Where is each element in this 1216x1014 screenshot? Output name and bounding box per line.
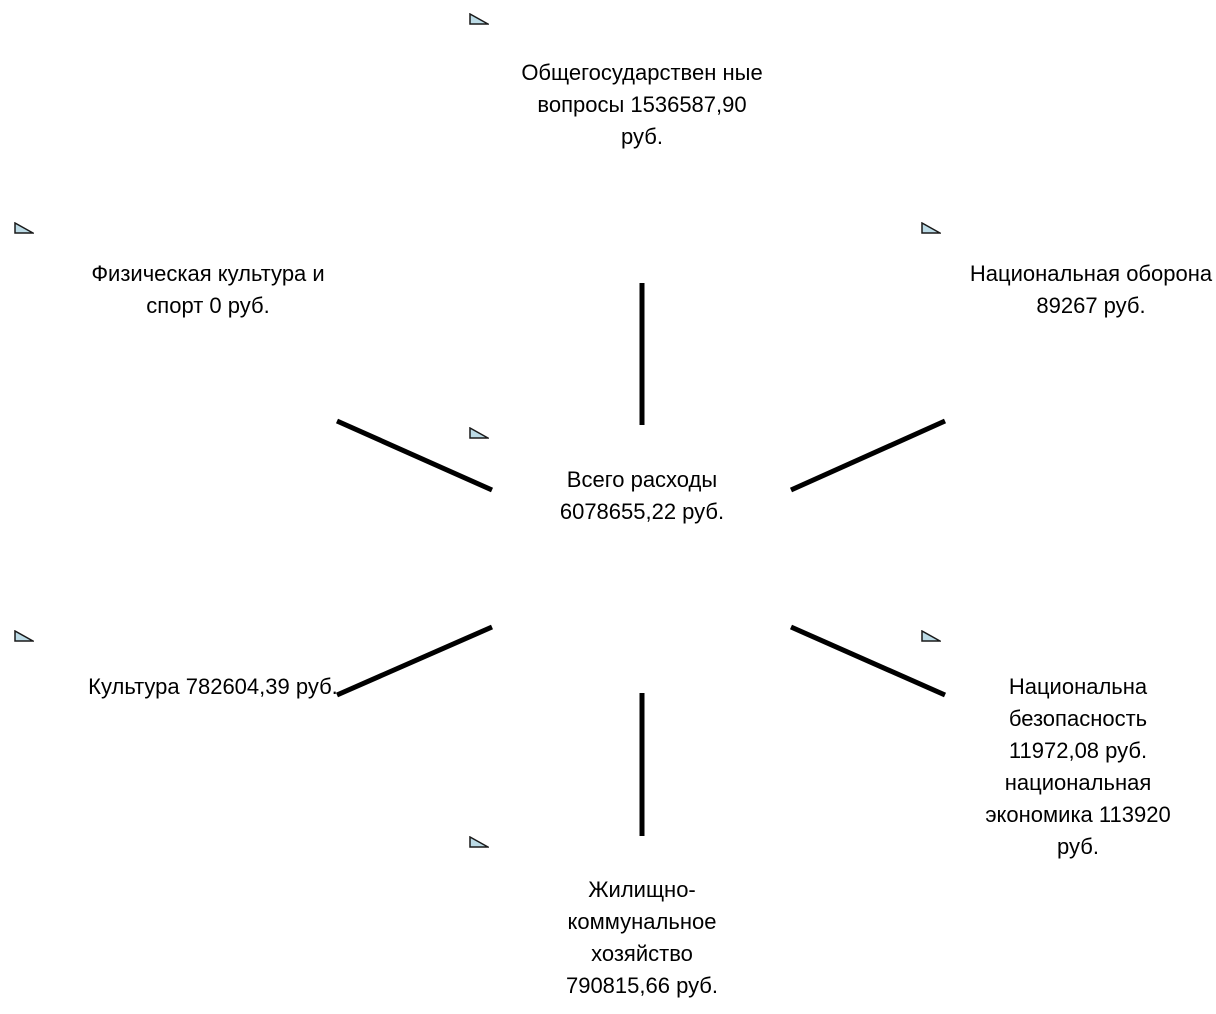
node-top[interactable]: Общегосударствен ные вопросы 1536587,90 …: [520, 57, 764, 192]
node-bottom-right[interactable]: Национальна безопасность 11972,08 руб. н…: [968, 671, 1188, 862]
shape-marker-icon[interactable]: [469, 836, 489, 848]
node-top-left-label: Физическая культура и спорт 0 руб.: [91, 261, 325, 318]
node-top-label: Общегосударствен ные вопросы 1536587,90 …: [521, 60, 763, 149]
connector-bottom-right: [789, 624, 947, 698]
node-top-left[interactable]: Физическая культура и спорт 0 руб.: [68, 258, 348, 378]
node-center[interactable]: Всего расходы 6078655,22 руб.: [530, 464, 754, 574]
shape-marker-icon[interactable]: [14, 630, 34, 642]
node-bottom-left-label: Культура 782604,39 руб.: [88, 674, 338, 699]
shape-marker-icon[interactable]: [469, 427, 489, 439]
connector-top-right: [789, 418, 947, 493]
node-bottom-left[interactable]: Культура 782604,39 руб.: [58, 671, 368, 751]
node-bottom-label: Жилищно-коммунальное хозяйство 790815,66…: [565, 877, 719, 998]
node-center-label: Всего расходы 6078655,22 руб.: [559, 467, 725, 524]
shape-marker-icon[interactable]: [469, 13, 489, 25]
node-bottom[interactable]: Жилищно-коммунальное хозяйство 790815,66…: [538, 874, 746, 1009]
shape-marker-icon[interactable]: [921, 222, 941, 234]
node-top-right-label: Национальная оборона 89267 руб.: [969, 261, 1213, 318]
shape-marker-icon[interactable]: [921, 630, 941, 642]
connector-top-left: [335, 418, 494, 493]
node-top-right[interactable]: Национальная оборона 89267 руб.: [966, 258, 1216, 378]
connector-bottom-left: [335, 624, 494, 698]
shape-marker-icon[interactable]: [14, 222, 34, 234]
node-bottom-right-label: Национальна безопасность 11972,08 руб. н…: [985, 674, 1171, 859]
